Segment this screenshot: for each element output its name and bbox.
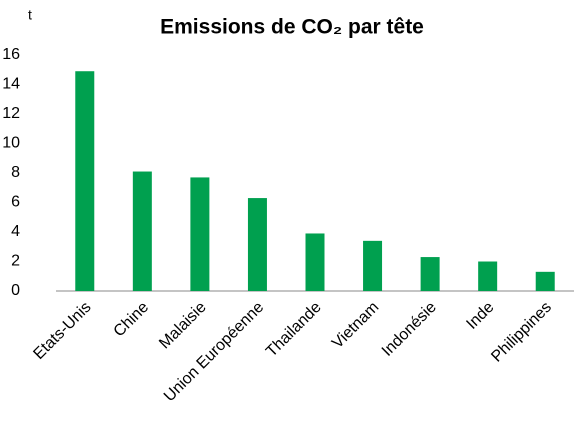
x-tick-label: Indonésie [379,299,440,360]
y-tick-label: 16 [2,46,20,63]
y-tick-label: 8 [11,164,20,181]
y-tick-label: 6 [11,194,20,211]
x-tick-label: Vietnam [329,299,382,352]
bar [420,257,440,291]
bar [132,171,152,291]
bar [190,177,210,291]
bar [535,271,555,291]
y-tick-label: 2 [11,253,20,270]
x-tick-label: Union Européenne [161,299,267,405]
x-tick-label: Inde [463,299,497,333]
y-axis-label: t [28,7,32,23]
y-tick-label: 14 [2,76,20,93]
x-tick-label: Philippines [488,299,555,366]
bar [305,233,325,291]
x-tick-label: Etats-Unis [30,299,94,363]
bar [75,71,95,291]
y-tick-label: 4 [11,223,20,240]
bar [363,240,383,291]
bar [478,261,498,291]
y-tick-label: 0 [11,282,20,299]
y-tick-label: 12 [2,105,20,122]
x-tick-label: Thailande [263,299,325,361]
bar [247,198,267,291]
x-tick-label: Malaisie [156,299,210,353]
chart-title: Emissions de CO₂ par tête [160,16,424,39]
y-tick-label: 10 [2,135,20,152]
x-tick-label: Chine [111,299,153,341]
